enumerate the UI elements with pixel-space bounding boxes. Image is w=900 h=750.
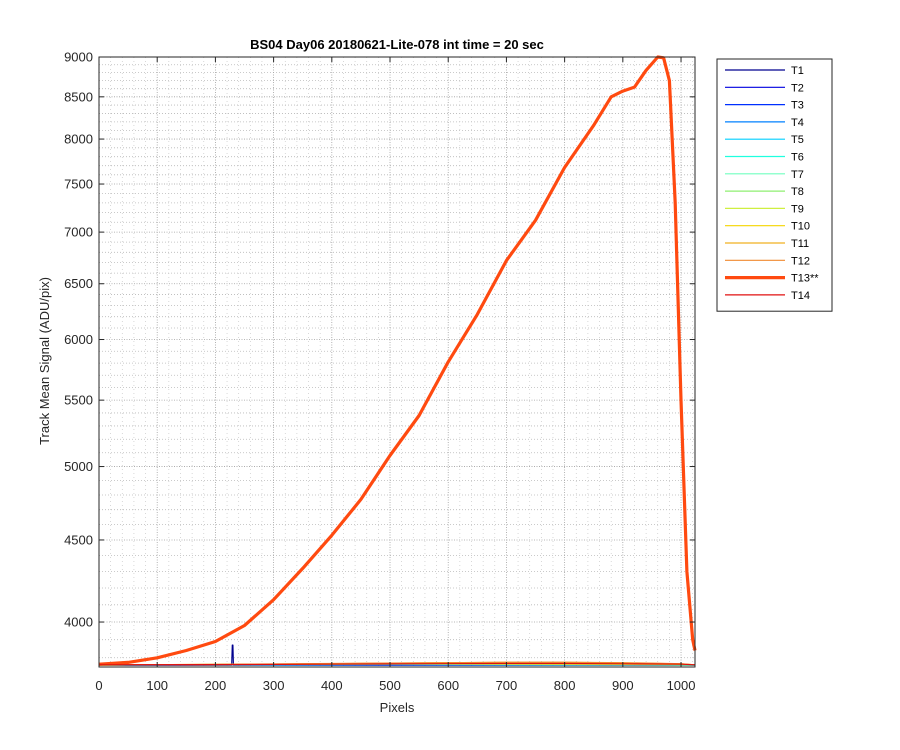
tick-labels: 4000450050005500600065007000750080008500… (64, 50, 695, 694)
legend-label: T5 (791, 134, 804, 146)
x-tick-label: 700 (496, 678, 518, 693)
legend-label: T9 (791, 203, 804, 215)
x-tick-label: 100 (146, 678, 168, 693)
legend-label: T8 (791, 186, 804, 198)
x-tick-label: 0 (95, 678, 102, 693)
y-tick-label: 8000 (64, 132, 93, 147)
minor-grid (99, 57, 695, 667)
legend-label: T14 (791, 290, 810, 302)
legend-label: T11 (791, 238, 809, 250)
legend-label: T10 (791, 221, 810, 233)
y-tick-label: 7000 (64, 225, 93, 240)
x-tick-label: 600 (437, 678, 459, 693)
y-tick-label: 9000 (64, 50, 93, 65)
x-tick-label: 300 (263, 678, 285, 693)
x-axis-label: Pixels (380, 700, 415, 715)
y-tick-label: 5000 (64, 459, 93, 474)
legend-label: T12 (791, 255, 810, 267)
x-tick-label: 1000 (667, 678, 696, 693)
x-tick-label: 800 (554, 678, 576, 693)
y-tick-label: 6000 (64, 332, 93, 347)
x-tick-label: 200 (205, 678, 227, 693)
x-tick-label: 900 (612, 678, 634, 693)
y-tick-label: 4500 (64, 532, 93, 547)
plot-frame (98, 56, 696, 668)
legend-label: T13** (791, 273, 819, 285)
x-tick-label: 400 (321, 678, 343, 693)
legend: T1 T2 T3 T4 T5 T6 T7 T8 T9 T10 T11 T12 T13** T14 (716, 58, 833, 312)
y-tick-label: 4000 (64, 615, 93, 630)
plot-area (99, 57, 695, 667)
legend-label: T6 (791, 152, 804, 164)
y-axis-label: Track Mean Signal (ADU/pix) (37, 277, 52, 445)
series-line-T13 (98, 55, 697, 666)
legend-label: T3 (791, 100, 804, 112)
legend-label: T2 (791, 82, 804, 94)
legend-label: T4 (791, 117, 804, 129)
legend-box (716, 58, 833, 312)
y-tick-label: 8500 (64, 89, 93, 104)
chart-title: BS04 Day06 20180621-Lite-078 int time = … (250, 37, 544, 52)
major-grid (98, 56, 695, 667)
legend-label: T1 (791, 65, 804, 77)
y-tick-label: 6500 (64, 276, 93, 291)
y-tick-label: 7500 (64, 177, 93, 192)
x-tick-label: 500 (379, 678, 401, 693)
axis-ticks (98, 56, 695, 667)
y-tick-label: 5500 (64, 393, 93, 408)
legend-label: T7 (791, 169, 804, 181)
